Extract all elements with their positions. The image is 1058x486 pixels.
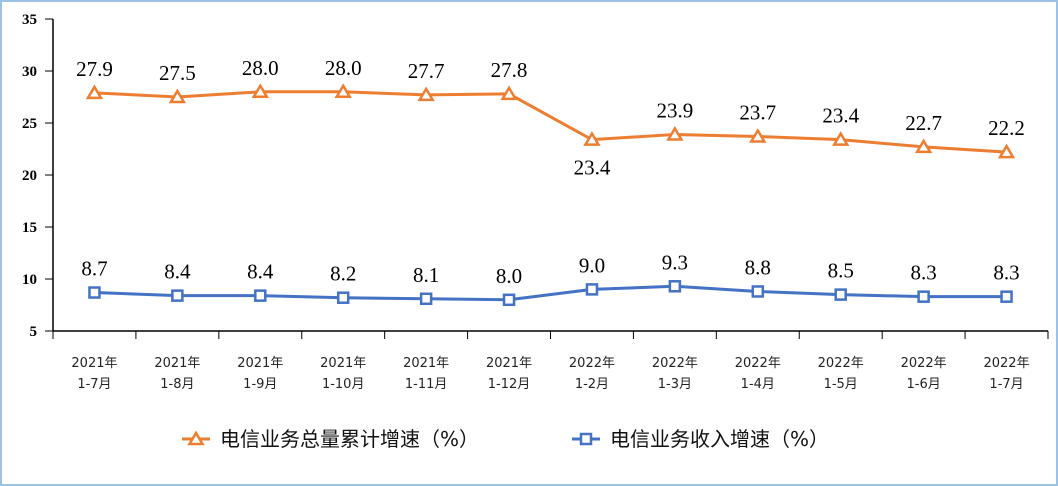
data-label: 8.5 [828, 259, 854, 283]
data-point-marker [336, 291, 350, 304]
x-tick-label: 1-2月 [575, 377, 609, 392]
y-tick-label: 25 [22, 116, 37, 132]
data-label: 23.4 [822, 104, 859, 128]
data-label: 8.4 [164, 260, 191, 284]
x-tick-label: 1-11月 [405, 377, 448, 392]
data-point-marker [417, 86, 435, 102]
data-label: 8.2 [330, 262, 356, 286]
data-point-marker [254, 289, 267, 302]
legend-label: 电信业务总量累计增速（%） [220, 427, 479, 451]
data-point-marker [1000, 290, 1013, 303]
x-tick-label: 1-7月 [77, 377, 111, 392]
data-label: 22.7 [905, 111, 942, 135]
data-point-marker [171, 289, 184, 302]
data-point-marker [834, 288, 847, 301]
x-tick-label: 2022年 [818, 356, 864, 371]
data-point-marker [997, 143, 1016, 159]
y-tick-label: 35 [22, 12, 37, 28]
data-point-marker [502, 293, 516, 307]
x-tick-label: 1-4月 [741, 377, 775, 392]
y-tick-label: 15 [22, 220, 37, 236]
data-label: 28.0 [325, 56, 362, 80]
legend-label: 电信业务收入增速（%） [610, 427, 829, 451]
data-point-marker [914, 138, 933, 154]
x-tick-label: 1-12月 [488, 377, 531, 392]
data-point-marker [85, 84, 104, 100]
x-tick-label: 2022年 [983, 356, 1029, 371]
series-line-0 [94, 90, 1007, 154]
x-tick-label: 1-9月 [243, 377, 277, 392]
data-label: 8.3 [993, 261, 1019, 285]
data-point-marker [832, 131, 850, 146]
x-tick-label: 1-6月 [907, 377, 941, 392]
data-point-marker [500, 85, 518, 101]
legend-triangle-icon [187, 430, 205, 446]
data-label: 8.3 [911, 261, 937, 285]
y-tick-label: 20 [22, 168, 37, 184]
data-point-marker [666, 125, 684, 141]
data-label: 8.7 [81, 257, 107, 281]
data-point-marker [88, 286, 101, 299]
data-label: 27.8 [491, 58, 528, 82]
x-tick-label: 2022年 [569, 356, 615, 371]
x-tick-label: 2022年 [901, 356, 947, 371]
data-point-marker [749, 128, 767, 143]
data-label: 9.0 [579, 253, 605, 277]
data-label: 9.3 [662, 250, 688, 274]
data-point-marker [583, 131, 601, 146]
data-label: 8.0 [496, 264, 522, 288]
data-point-marker [668, 280, 682, 293]
data-label: 23.4 [574, 156, 611, 180]
x-tick-label: 2022年 [652, 356, 698, 371]
data-label: 23.9 [657, 98, 694, 122]
data-label: 27.5 [159, 61, 196, 85]
data-point-marker [751, 285, 765, 298]
data-point-marker [419, 292, 433, 306]
data-point-marker [585, 283, 599, 296]
data-label: 22.2 [988, 116, 1025, 140]
y-tick-label: 5 [30, 324, 38, 340]
x-tick-label: 1-10月 [322, 377, 365, 392]
x-tick-label: 2021年 [403, 356, 449, 371]
y-tick-label: 30 [22, 64, 37, 80]
data-point-marker [168, 88, 187, 104]
series-line-1 [94, 284, 1007, 302]
y-tick-label: 10 [22, 272, 37, 288]
data-label: 27.7 [408, 59, 445, 83]
x-tick-label: 2021年 [486, 356, 532, 371]
data-label: 8.4 [247, 260, 274, 284]
x-tick-label: 1-3月 [658, 377, 692, 392]
x-tick-label: 2022年 [735, 356, 781, 371]
data-point-marker [251, 83, 269, 99]
x-tick-label: 1-8月 [160, 377, 194, 392]
x-tick-label: 2021年 [154, 356, 200, 371]
data-point-marker [334, 83, 352, 99]
data-point-marker [917, 290, 930, 303]
legend-square-icon [579, 432, 593, 446]
x-tick-label: 1-7月 [989, 377, 1023, 392]
data-label: 8.8 [745, 255, 771, 279]
x-tick-label: 2021年 [237, 356, 283, 371]
x-tick-label: 2021年 [71, 356, 117, 371]
data-label: 23.7 [739, 101, 776, 125]
data-label: 8.1 [413, 263, 439, 287]
data-label: 27.9 [76, 57, 113, 81]
data-label: 28.0 [242, 56, 279, 80]
x-tick-label: 1-5月 [824, 377, 858, 392]
x-tick-label: 2021年 [320, 356, 366, 371]
